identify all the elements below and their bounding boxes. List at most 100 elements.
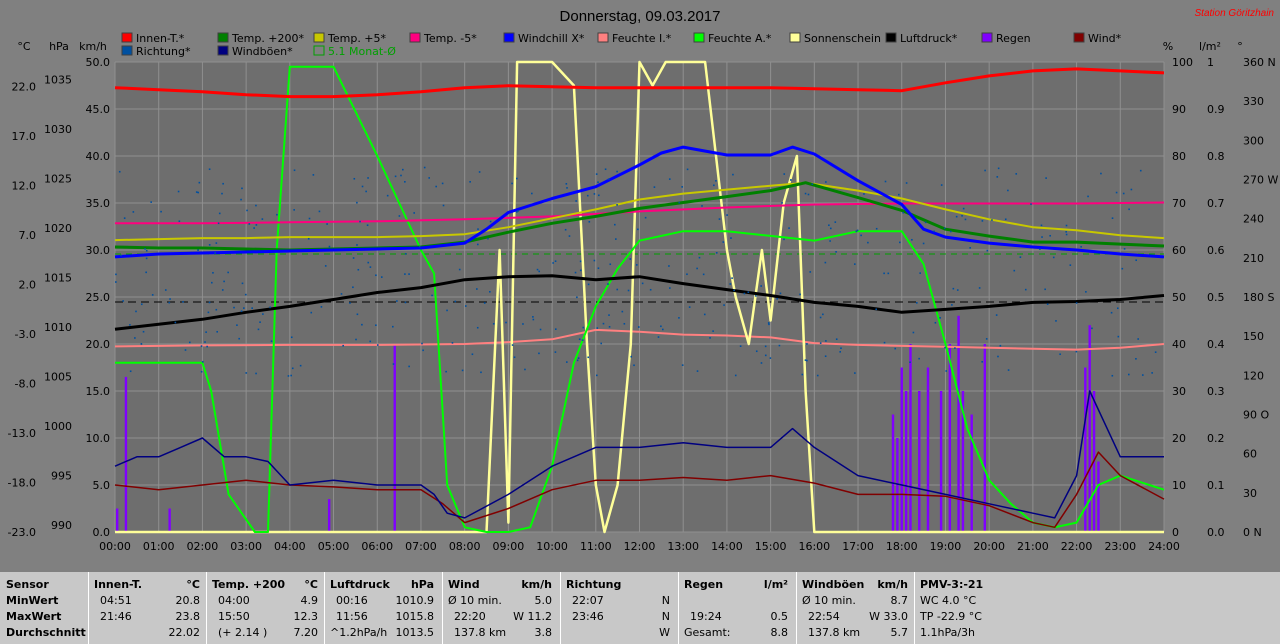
wind-direction-dot xyxy=(307,237,310,240)
stats-temp200-max-value: 12.3 xyxy=(293,610,319,623)
wind-direction-dot xyxy=(722,241,725,243)
wind-direction-dot xyxy=(943,227,946,230)
unit-kmh: km/h xyxy=(79,40,107,53)
stats-richtung-min-time: 22:07 xyxy=(572,594,604,607)
wind-direction-dot xyxy=(587,356,590,359)
y-percent-tick-label: 0 xyxy=(1172,526,1179,539)
wind-direction-dot xyxy=(402,168,404,171)
wind-direction-dot xyxy=(257,328,260,331)
stats-pmv-title: PMV-3:-21 xyxy=(920,578,984,591)
series-line-luftdruck xyxy=(114,274,1165,331)
y-direction-tick-label: 300 xyxy=(1243,134,1264,147)
series-line-sonnenschein xyxy=(115,60,1164,534)
y-percent-tick-label: 30 xyxy=(1172,385,1186,398)
wind-direction-dot xyxy=(342,344,344,347)
wind-direction-dot xyxy=(145,249,148,252)
rain-bar xyxy=(891,414,895,532)
legend-swatch xyxy=(217,32,229,43)
wind-direction-dot xyxy=(359,220,361,223)
wind-direction-dot xyxy=(140,303,143,306)
legend-swatch xyxy=(693,32,705,43)
wind-direction-dot xyxy=(1087,195,1089,198)
y-direction-tick-label: 120 xyxy=(1243,369,1264,382)
wind-direction-dot xyxy=(1135,358,1137,360)
wind-direction-dot xyxy=(145,257,148,260)
wind-direction-dot xyxy=(201,361,204,363)
wind-direction-dot xyxy=(423,166,426,169)
y-percent-tick-label: 10 xyxy=(1172,479,1186,492)
stats-boeen-max-time: 22:54 xyxy=(808,610,840,623)
wind-direction-dot xyxy=(123,217,126,219)
y-kmh-tick-label: 15.0 xyxy=(86,385,111,398)
wind-direction-dot xyxy=(353,177,356,180)
wind-direction-dot xyxy=(969,247,971,249)
y-celsius-tick-label: 17.0 xyxy=(12,130,37,143)
wind-direction-dot xyxy=(616,288,619,291)
stats-sensor-label: Sensor xyxy=(6,578,49,591)
wind-direction-dot xyxy=(769,357,772,359)
wind-direction-dot xyxy=(240,310,243,313)
wind-direction-dot xyxy=(768,323,770,326)
wind-direction-dot xyxy=(188,341,191,344)
wind-direction-dot xyxy=(476,326,479,329)
x-tick-label: 04:00 xyxy=(274,540,306,553)
wind-direction-dot xyxy=(552,262,554,264)
x-tick-label: 06:00 xyxy=(361,540,393,553)
wind-direction-dot xyxy=(1075,302,1078,304)
wind-direction-dot xyxy=(637,228,639,231)
wind-direction-dot xyxy=(1052,256,1055,259)
wind-direction-dot xyxy=(1110,311,1113,314)
stats-richtung-min-value: N xyxy=(661,594,670,607)
wind-direction-dot xyxy=(195,191,198,193)
wind-direction-dot xyxy=(293,209,295,211)
wind-direction-dot xyxy=(696,267,698,270)
wind-direction-dot xyxy=(819,316,822,319)
y-direction-tick-label: 330 xyxy=(1243,95,1264,108)
wind-direction-dot xyxy=(421,342,423,345)
y-rain-tick-label: 0.7 xyxy=(1207,197,1225,210)
wind-direction-dot xyxy=(799,293,801,296)
wind-direction-dot xyxy=(731,277,733,279)
stats-boeen-max-value: W 33.0 xyxy=(869,610,908,623)
wind-direction-dot xyxy=(649,288,652,291)
wind-direction-dot xyxy=(668,178,671,180)
stats-boeen-title: Windböen xyxy=(802,578,865,591)
wind-direction-dot xyxy=(825,340,827,342)
wind-direction-dot xyxy=(211,281,213,284)
wind-direction-dot xyxy=(905,182,908,184)
wind-direction-dot xyxy=(142,330,145,333)
wind-direction-dot xyxy=(516,211,518,213)
wind-direction-dot xyxy=(431,294,433,297)
wind-direction-dot xyxy=(734,374,737,377)
legend-label: Feuchte I.* xyxy=(612,32,672,45)
chart-title: Donnerstag, 09.03.2017 xyxy=(560,8,721,25)
wind-direction-dot xyxy=(215,242,218,244)
wind-direction-dot xyxy=(1004,218,1007,221)
legend-label: Temp. +200* xyxy=(231,32,305,45)
legend-swatch xyxy=(409,32,421,43)
wind-direction-dot xyxy=(657,336,660,338)
wind-direction-dot xyxy=(1055,320,1057,322)
wind-direction-dot xyxy=(916,302,918,304)
rain-bar xyxy=(896,438,899,532)
y-percent-tick-label: 40 xyxy=(1172,338,1186,351)
stats-boeen-min-value: 8.7 xyxy=(890,594,909,607)
wind-direction-dot xyxy=(118,170,121,173)
wind-direction-dot xyxy=(574,271,577,274)
wind-direction-dot xyxy=(1007,189,1009,192)
wind-direction-dot xyxy=(732,173,734,176)
wind-direction-dot xyxy=(579,260,582,263)
stats-regen-total-label: Gesamt: xyxy=(684,626,731,639)
legend-swatch xyxy=(789,32,801,43)
wind-direction-dot xyxy=(867,241,869,244)
stats-luftdruck-min-time: 00:16 xyxy=(336,594,368,607)
wind-direction-dot xyxy=(208,244,211,246)
wind-direction-dot xyxy=(595,173,598,175)
wind-direction-dot xyxy=(840,347,842,350)
stats-temp200-title: Temp. +200 xyxy=(212,578,286,591)
wind-direction-dot xyxy=(366,224,369,227)
wind-direction-dot xyxy=(961,214,963,217)
wind-direction-dot xyxy=(660,325,662,328)
wind-direction-dot xyxy=(995,314,998,316)
x-tick-label: 19:00 xyxy=(930,540,962,553)
